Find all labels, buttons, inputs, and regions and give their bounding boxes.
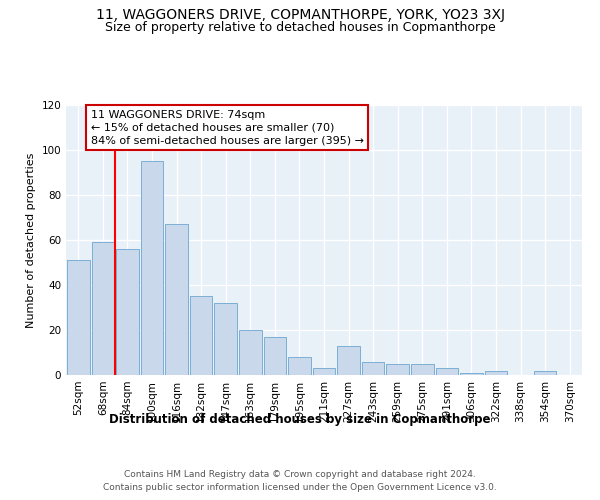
Bar (288, 357, 311, 375)
Bar (534, 370, 556, 375)
Text: 11, WAGGONERS DRIVE, COPMANTHORPE, YORK, YO23 3XJ: 11, WAGGONERS DRIVE, COPMANTHORPE, YORK,… (95, 8, 505, 22)
Bar (263, 337, 286, 375)
Bar (485, 370, 508, 375)
Bar (140, 161, 163, 375)
Text: Size of property relative to detached houses in Copmanthorpe: Size of property relative to detached ho… (104, 21, 496, 34)
Bar (411, 364, 434, 375)
Bar (116, 249, 139, 375)
Bar (92, 242, 114, 375)
Bar (165, 224, 188, 375)
Bar (190, 296, 212, 375)
Text: 11 WAGGONERS DRIVE: 74sqm
← 15% of detached houses are smaller (70)
84% of semi-: 11 WAGGONERS DRIVE: 74sqm ← 15% of detac… (91, 110, 364, 146)
Bar (313, 368, 335, 375)
Y-axis label: Number of detached properties: Number of detached properties (26, 152, 36, 328)
Bar (362, 362, 385, 375)
Text: Contains HM Land Registry data © Crown copyright and database right 2024.
Contai: Contains HM Land Registry data © Crown c… (103, 470, 497, 492)
Bar (337, 346, 360, 375)
Bar (436, 368, 458, 375)
Bar (214, 303, 237, 375)
Bar (460, 373, 483, 375)
Bar (239, 330, 262, 375)
Text: Distribution of detached houses by size in Copmanthorpe: Distribution of detached houses by size … (109, 412, 491, 426)
Bar (67, 260, 89, 375)
Bar (386, 364, 409, 375)
